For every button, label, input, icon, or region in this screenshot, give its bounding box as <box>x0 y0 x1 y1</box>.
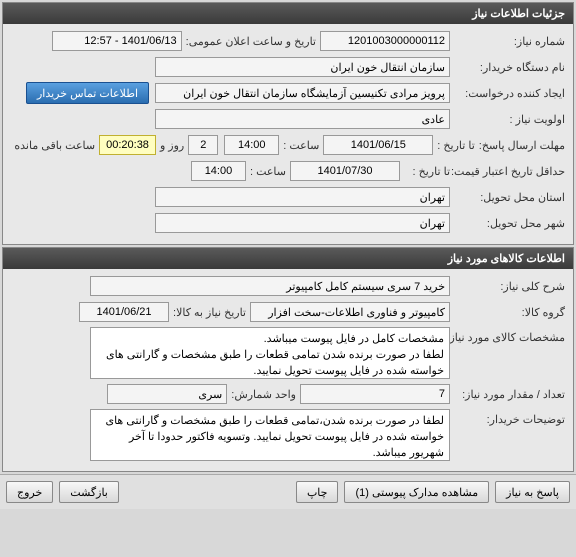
footer-toolbar: پاسخ به نیاز مشاهده مدارک پیوستی (1) چاپ… <box>0 474 576 509</box>
row-buyer-notes: توضیحات خریدار: <box>11 409 565 461</box>
row-deadline: مهلت ارسال پاسخ: تا تاریخ : ساعت : روز و… <box>11 134 565 156</box>
need-details-panel: جزئیات اطلاعات نیاز شماره نیاز: تاریخ و … <box>2 2 574 245</box>
row-city: شهر محل تحویل: <box>11 212 565 234</box>
row-need-number: شماره نیاز: تاریخ و ساعت اعلان عمومی: <box>11 30 565 52</box>
deadline-time-field <box>224 135 279 155</box>
goods-group-label: گروه کالا: <box>450 306 565 319</box>
time-left-label: ساعت باقی مانده <box>10 139 99 152</box>
spec-label: مشخصات کالای مورد نیاز: <box>450 327 565 344</box>
deadline-date-field <box>323 135 433 155</box>
validity-date-field <box>290 161 400 181</box>
exit-button[interactable]: خروج <box>6 481 53 503</box>
pub-datetime-label: تاریخ و ساعت اعلان عمومی: <box>182 35 320 48</box>
row-spec: مشخصات کالای مورد نیاز: <box>11 327 565 379</box>
qty-label: تعداد / مقدار مورد نیاز: <box>450 388 565 401</box>
requester-field <box>155 83 450 103</box>
unit-field <box>107 384 227 404</box>
deadline-todate-label: تا تاریخ : <box>433 139 474 152</box>
validity-main-label: حداقل تاریخ اعتبار قیمت: <box>450 165 565 178</box>
panel1-header: جزئیات اطلاعات نیاز <box>3 3 573 24</box>
row-goods-group: گروه کالا: تاریخ نیاز به کالا: <box>11 301 565 323</box>
priority-label: اولویت نیاز : <box>450 113 565 126</box>
panel2-header: اطلاعات کالاهای مورد نیاز <box>3 248 573 269</box>
deadline-time-label: ساعت : <box>279 139 323 152</box>
row-requester: ایجاد کننده درخواست: اطلاعات تماس خریدار <box>11 82 565 104</box>
need-number-field <box>320 31 450 51</box>
desc-field <box>90 276 450 296</box>
buyer-org-field <box>155 57 450 77</box>
need-by-label: تاریخ نیاز به کالا: <box>169 306 250 319</box>
footer-spacer <box>125 481 290 503</box>
goods-info-panel: اطلاعات کالاهای مورد نیاز شرح کلی نیاز: … <box>2 247 574 472</box>
city-label: شهر محل تحویل: <box>450 217 565 230</box>
requester-label: ایجاد کننده درخواست: <box>450 87 565 100</box>
back-button[interactable]: بازگشت <box>59 481 119 503</box>
need-by-field <box>79 302 169 322</box>
row-priority: اولویت نیاز : <box>11 108 565 130</box>
desc-label: شرح کلی نیاز: <box>450 280 565 293</box>
buyer-notes-label: توضیحات خریدار: <box>450 409 565 426</box>
buyer-org-label: نام دستگاه خریدار: <box>450 61 565 74</box>
need-number-label: شماره نیاز: <box>450 35 565 48</box>
validity-time-label: ساعت : <box>246 165 290 178</box>
row-province: استان محل تحویل: <box>11 186 565 208</box>
row-qty: تعداد / مقدار مورد نیاز: واحد شمارش: <box>11 383 565 405</box>
province-label: استان محل تحویل: <box>450 191 565 204</box>
deadline-main-label: مهلت ارسال پاسخ: <box>475 139 565 152</box>
print-button[interactable]: چاپ <box>296 481 339 503</box>
goods-group-field <box>250 302 450 322</box>
buyer-contact-button[interactable]: اطلاعات تماس خریدار <box>26 82 149 104</box>
province-field <box>155 187 450 207</box>
days-left-label: روز و <box>156 139 188 152</box>
validity-time-field <box>191 161 246 181</box>
spec-field <box>90 327 450 379</box>
time-left-field: 00:20:38 <box>99 135 156 155</box>
days-left-field <box>188 135 218 155</box>
row-validity: حداقل تاریخ اعتبار قیمت: تا تاریخ : ساعت… <box>11 160 565 182</box>
validity-todate-label: تا تاریخ : <box>400 165 450 178</box>
respond-button[interactable]: پاسخ به نیاز <box>495 481 570 503</box>
buyer-notes-field <box>90 409 450 461</box>
row-buyer-org: نام دستگاه خریدار: <box>11 56 565 78</box>
priority-field <box>155 109 450 129</box>
city-field <box>155 213 450 233</box>
view-attachments-button[interactable]: مشاهده مدارک پیوستی (1) <box>344 481 489 503</box>
panel1-body: شماره نیاز: تاریخ و ساعت اعلان عمومی: نا… <box>3 24 573 244</box>
unit-label: واحد شمارش: <box>227 388 300 401</box>
row-desc: شرح کلی نیاز: <box>11 275 565 297</box>
panel2-body: شرح کلی نیاز: گروه کالا: تاریخ نیاز به ک… <box>3 269 573 471</box>
pub-datetime-field <box>52 31 182 51</box>
qty-field <box>300 384 450 404</box>
